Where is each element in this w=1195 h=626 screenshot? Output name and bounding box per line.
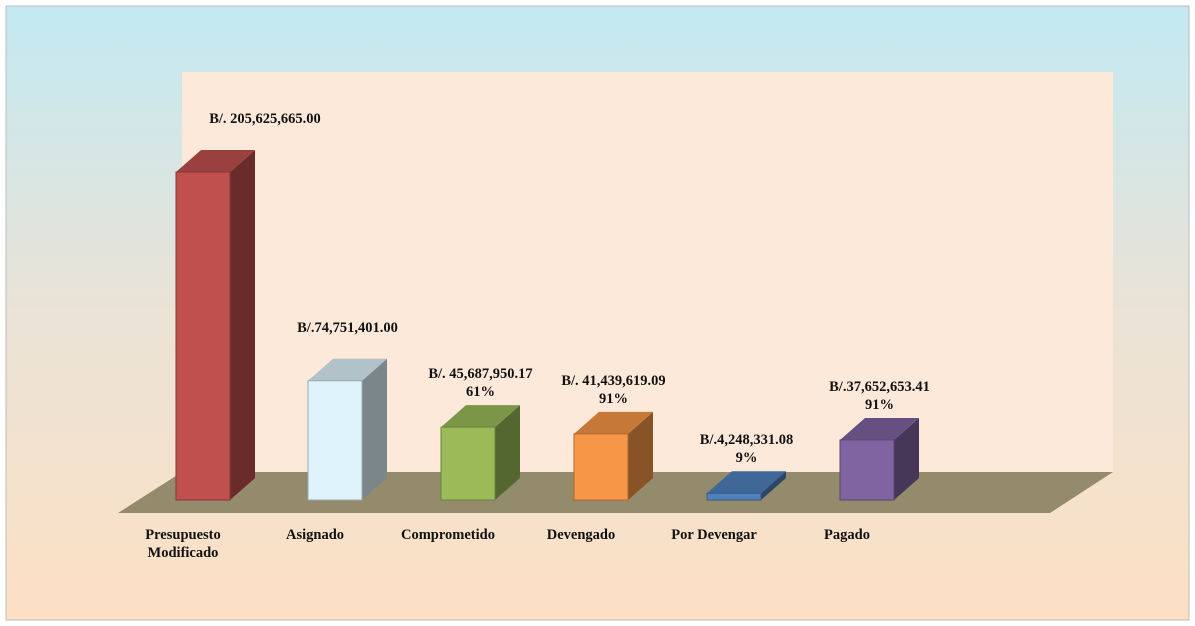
- bar-top: [840, 417, 919, 440]
- value-label: B/.4,248,331.08: [700, 432, 793, 448]
- bar: [706, 492, 762, 501]
- value-label: B/. 45,687,950.17: [428, 366, 532, 382]
- bars: [175, 150, 919, 501]
- value-label: B/. 41,439,619.09: [561, 373, 665, 389]
- bar-top: [441, 405, 520, 428]
- bar: [440, 426, 496, 501]
- value-label: B/.37,652,653.41: [829, 379, 930, 395]
- bar-top: [176, 150, 255, 172]
- percent-label: 91%: [599, 391, 628, 407]
- bar: [839, 439, 895, 501]
- bar-top: [707, 471, 786, 494]
- bar-top: [308, 358, 387, 381]
- percent-label: 61%: [466, 384, 495, 400]
- bar-side: [628, 411, 653, 500]
- x-tick-label: Presupuesto Modificado: [145, 527, 220, 561]
- percent-label: 91%: [865, 397, 894, 413]
- bar-side: [495, 405, 520, 500]
- bar-top: [574, 411, 653, 434]
- value-label: B/. 205,625,665.00: [209, 111, 321, 127]
- percent-label: 9%: [736, 450, 758, 466]
- x-tick-label: Comprometido: [401, 527, 495, 543]
- bar: [307, 380, 363, 501]
- bar-side: [761, 471, 786, 500]
- bar: [175, 171, 231, 501]
- x-tick-label: Devengado: [547, 527, 615, 543]
- bar-side: [894, 417, 919, 500]
- value-label: B/.74,751,401.00: [297, 320, 398, 336]
- bar: [573, 433, 629, 501]
- bar-side: [230, 150, 255, 500]
- x-tick-label: Por Devengar: [671, 527, 757, 543]
- x-tick-label: Pagado: [824, 527, 870, 543]
- bar-side: [362, 358, 387, 500]
- x-tick-label: Asignado: [286, 527, 344, 543]
